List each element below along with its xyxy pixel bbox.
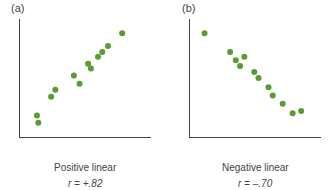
svg-text:Positive linear: Positive linear xyxy=(54,162,117,173)
svg-text:(b): (b) xyxy=(182,2,195,14)
svg-text:Negative linear: Negative linear xyxy=(222,162,289,173)
svg-text:(a): (a) xyxy=(11,2,24,14)
svg-text:r = +.82: r = +.82 xyxy=(68,178,103,189)
svg-text:r = –.70: r = –.70 xyxy=(238,178,273,189)
